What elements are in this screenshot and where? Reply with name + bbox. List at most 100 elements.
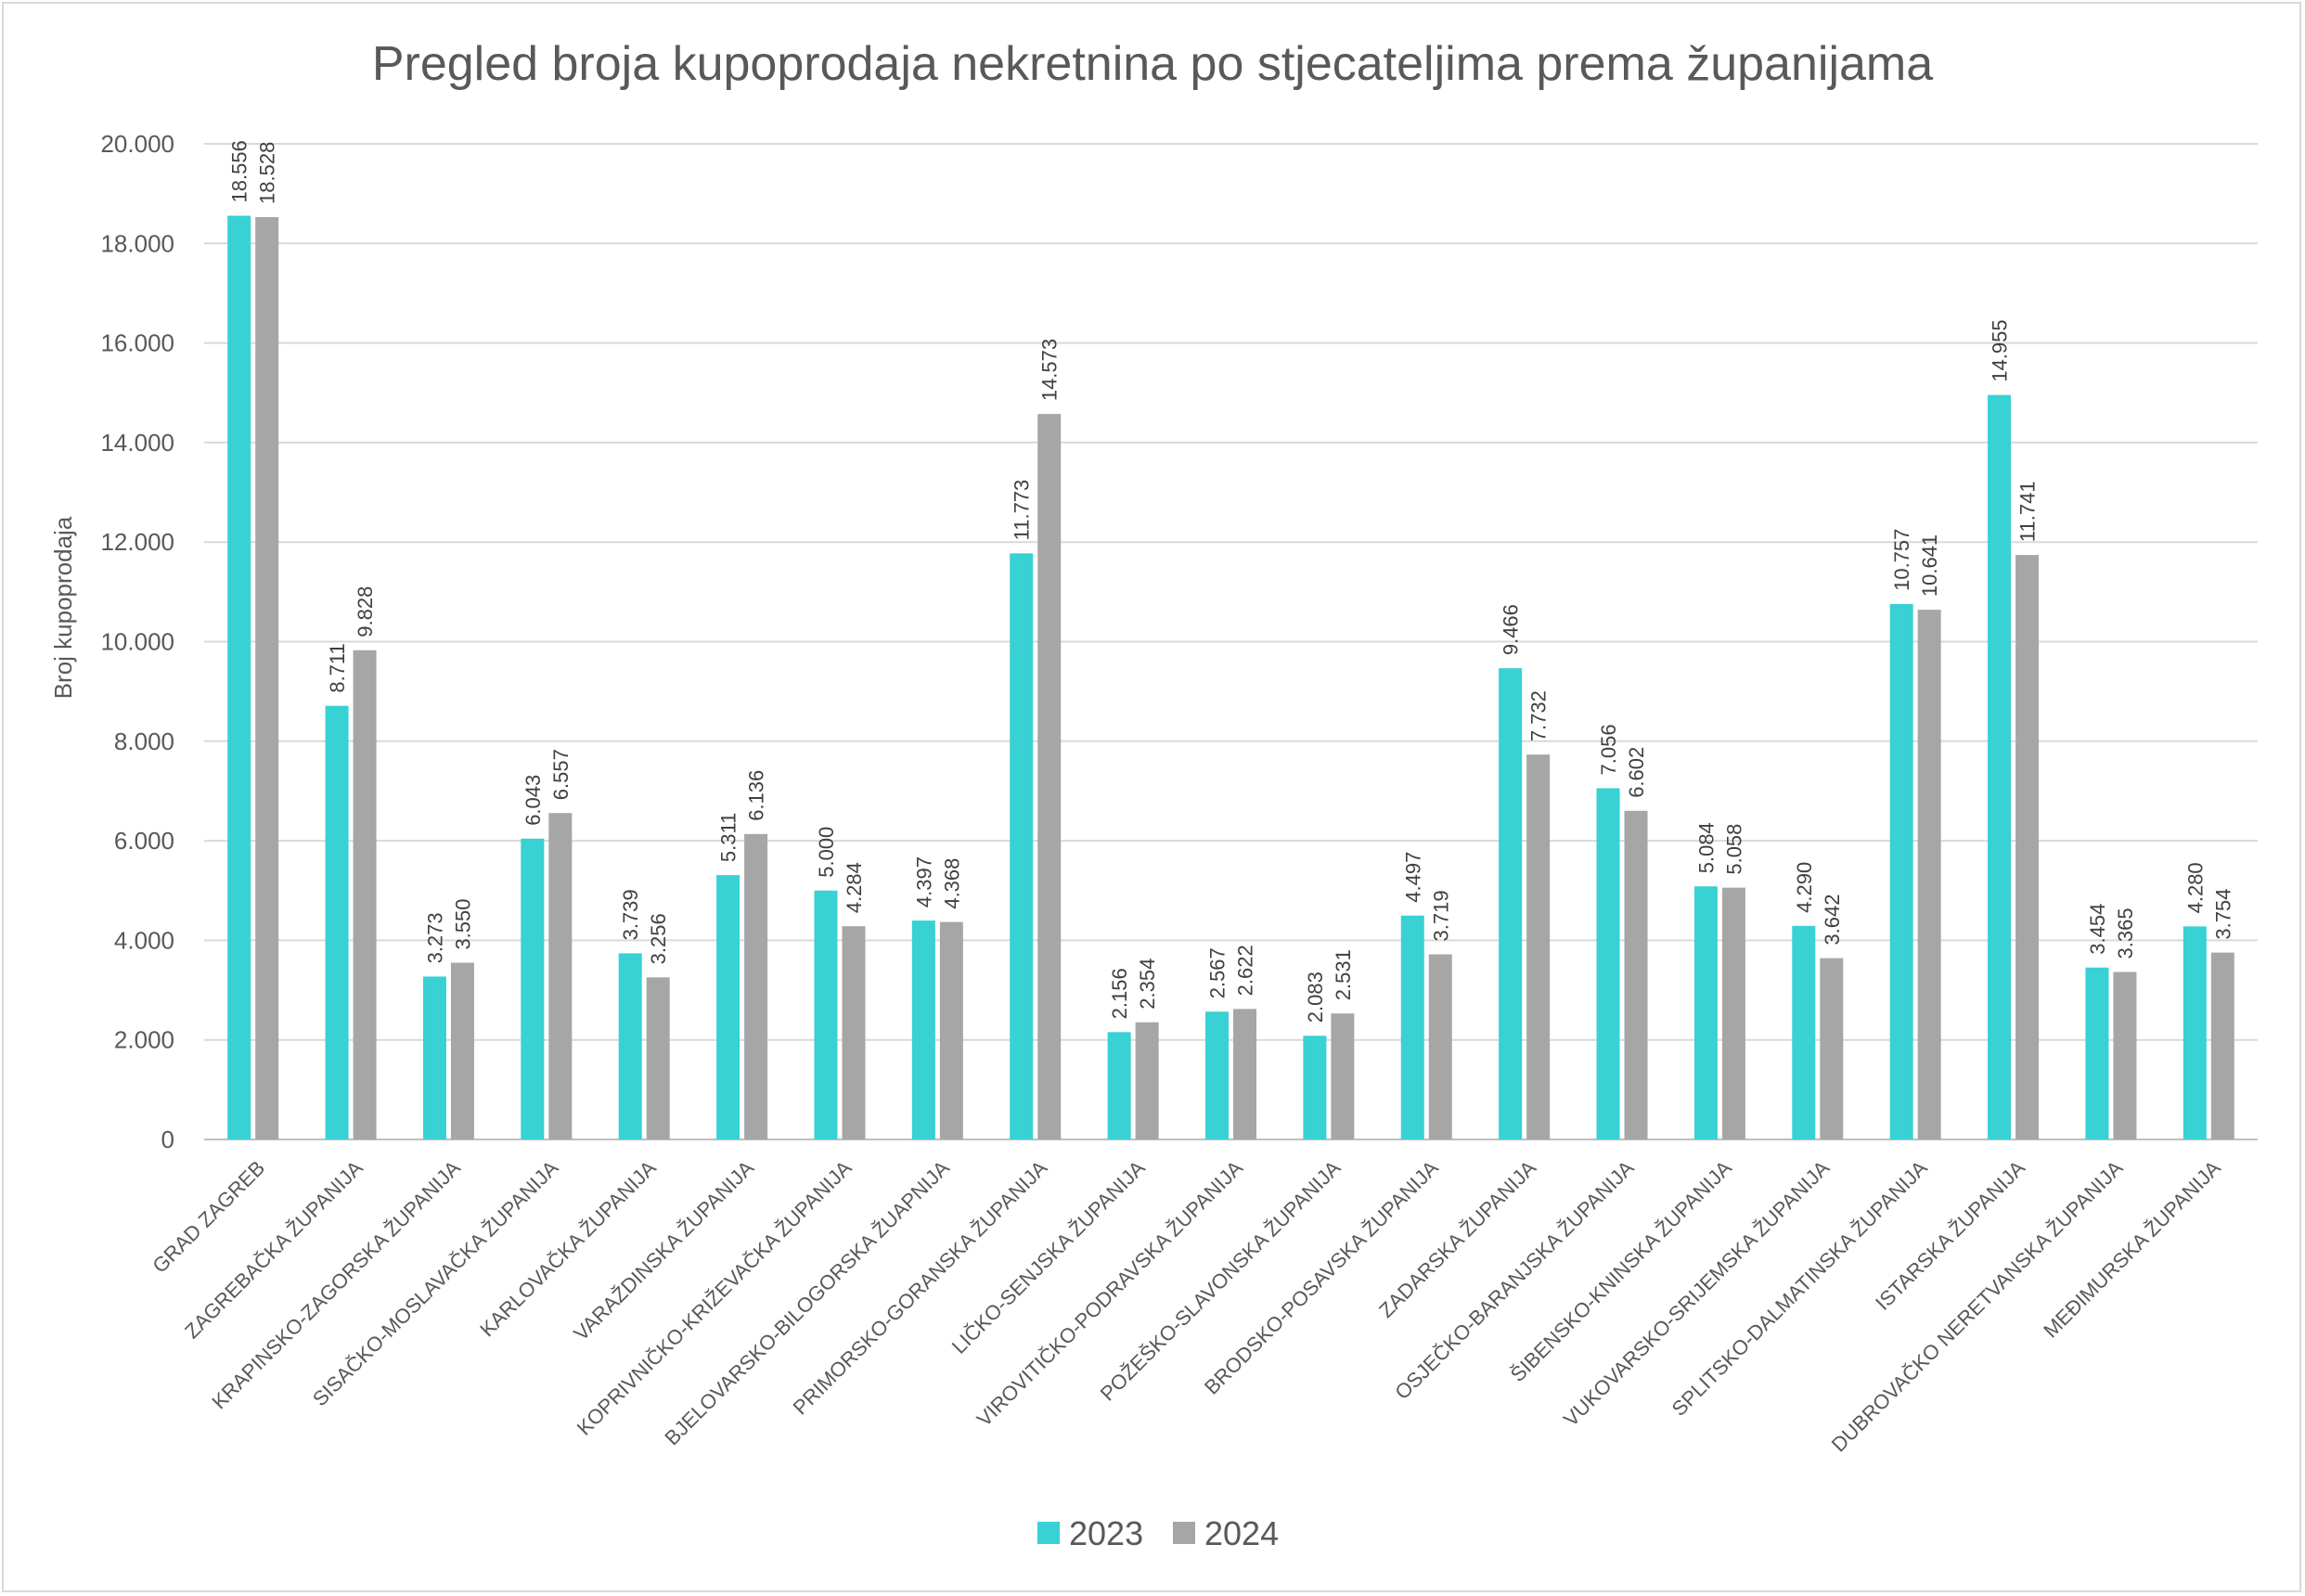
data-label-2023: 2.083 (1304, 972, 1327, 1023)
category-label: LIČKO-SENJSKA ŽUPANIJA (947, 1156, 1150, 1358)
y-tick-label: 2.000 (114, 1026, 174, 1054)
bar-2023 (814, 890, 838, 1139)
bar-2023 (1205, 1011, 1229, 1139)
chart-title: Pregled broja kupoprodaja nekretnina po … (372, 37, 1933, 91)
legend-label-2023: 2023 (1069, 1514, 1143, 1552)
bar-2023 (1499, 668, 1523, 1139)
bar-2023 (422, 976, 446, 1139)
bar-2024 (1428, 954, 1452, 1139)
y-axis-label: Broj kupoprodaja (49, 516, 77, 699)
bar-2023 (716, 875, 740, 1139)
bar-2024 (2113, 972, 2137, 1139)
y-tick-label: 8.000 (114, 727, 174, 755)
bar-2023 (2183, 926, 2207, 1139)
data-label-2024: 10.641 (1918, 534, 1941, 597)
bar-2023 (1010, 553, 1034, 1139)
data-label-2023: 3.739 (619, 889, 642, 940)
y-tick-label: 12.000 (100, 528, 174, 556)
bar-2024 (1037, 414, 1062, 1139)
bar-2024 (2210, 952, 2234, 1139)
bar-2023 (1889, 603, 1913, 1139)
data-label-2024: 11.741 (2016, 481, 2040, 542)
data-label-2024: 3.365 (2114, 907, 2137, 959)
bar-2023 (1303, 1036, 1327, 1139)
data-label-2023: 5.000 (815, 827, 838, 878)
bar-2023 (1792, 925, 1816, 1139)
bar-2024 (1135, 1022, 1159, 1139)
bar-2024 (353, 650, 377, 1139)
data-label-2024: 2.354 (1136, 959, 1159, 1010)
bar-2024 (646, 977, 670, 1139)
data-label-2024: 6.602 (1625, 747, 1648, 798)
bar-2024 (1331, 1013, 1355, 1139)
data-label-2023: 7.056 (1597, 724, 1620, 775)
bar-2024 (744, 833, 768, 1139)
data-label-2024: 3.256 (647, 913, 670, 964)
bar-2024 (842, 926, 866, 1139)
data-label-2023: 3.273 (423, 912, 446, 963)
y-tick-label: 6.000 (114, 827, 174, 855)
data-label-2023: 5.084 (1694, 822, 1718, 873)
data-label-2023: 4.280 (2183, 862, 2207, 913)
bar-2023 (325, 705, 349, 1139)
bar-2023 (1400, 915, 1424, 1139)
data-label-2023: 11.773 (1011, 480, 1034, 541)
data-label-2023: 4.290 (1793, 862, 1816, 913)
data-label-2024: 3.642 (1821, 895, 1844, 946)
data-label-2023: 14.955 (1989, 319, 2012, 381)
category-label: MEĐIMURSKA ŽUPANIJA (2039, 1156, 2225, 1343)
data-label-2023: 2.156 (1108, 968, 1131, 1019)
category-label: VARAŽDINSKA ŽUPANIJA (569, 1156, 758, 1345)
bar-2024 (1233, 1009, 1256, 1139)
data-label-2023: 6.043 (522, 775, 545, 826)
bar-2023 (1596, 788, 1620, 1139)
bar-2023 (521, 838, 545, 1139)
data-label-2024: 3.754 (2211, 889, 2234, 940)
bar-2023 (1107, 1032, 1131, 1139)
bar-2024 (939, 921, 963, 1139)
data-label-2023: 18.556 (228, 140, 251, 202)
bar-2024 (1820, 958, 1844, 1139)
legend: 2023 2024 (1037, 1514, 1279, 1552)
bar-2023 (1693, 886, 1718, 1139)
bar-2024 (548, 813, 573, 1139)
data-label-2024: 6.136 (745, 770, 768, 821)
bar-2023 (2085, 967, 2109, 1139)
bar-2024 (1721, 887, 1745, 1139)
category-label: ZAGREBAČKA ŽUPANIJA (180, 1156, 367, 1344)
data-label-2023: 3.454 (2086, 904, 2109, 955)
y-tick-label: 18.000 (100, 229, 174, 257)
legend-swatch-2023 (1037, 1522, 1060, 1544)
bar-2024 (1526, 754, 1551, 1139)
y-axis-ticks: 0 2.000 4.000 6.000 8.000 10.000 12.000 14.000 1… (100, 130, 174, 1153)
y-tick-label: 20.000 (100, 130, 174, 158)
legend-label-2024: 2024 (1204, 1514, 1279, 1552)
gridlines (204, 143, 2258, 1140)
y-tick-label: 4.000 (114, 926, 174, 954)
data-label-2024: 6.557 (549, 749, 573, 800)
bar-2023 (911, 920, 935, 1139)
data-label-2024: 4.284 (843, 862, 866, 913)
data-label-2024: 7.732 (1527, 690, 1551, 741)
data-label-2023: 4.497 (1401, 852, 1424, 903)
bar-2023 (1988, 394, 2012, 1139)
data-label-2023: 5.311 (717, 813, 740, 862)
data-label-2023: 9.466 (1500, 604, 1523, 655)
y-tick-label: 0 (161, 1126, 174, 1153)
data-label-2023: 10.757 (1890, 529, 1913, 591)
data-label-2024: 2.622 (1234, 945, 1257, 996)
bar-2024 (1917, 610, 1941, 1139)
bar-2024 (1624, 810, 1648, 1139)
data-label-2024: 14.573 (1038, 339, 1062, 401)
data-label-2023: 4.397 (912, 856, 935, 907)
y-tick-label: 14.000 (100, 429, 174, 457)
data-label-2023: 2.567 (1206, 947, 1230, 998)
data-label-2024: 18.528 (256, 142, 279, 204)
data-label-2024: 9.828 (354, 586, 377, 637)
category-label: KARLOVAČKA ŽUPANIJA (475, 1156, 661, 1342)
legend-swatch-2024 (1173, 1522, 1195, 1544)
data-label-2024: 5.058 (1722, 824, 1745, 875)
